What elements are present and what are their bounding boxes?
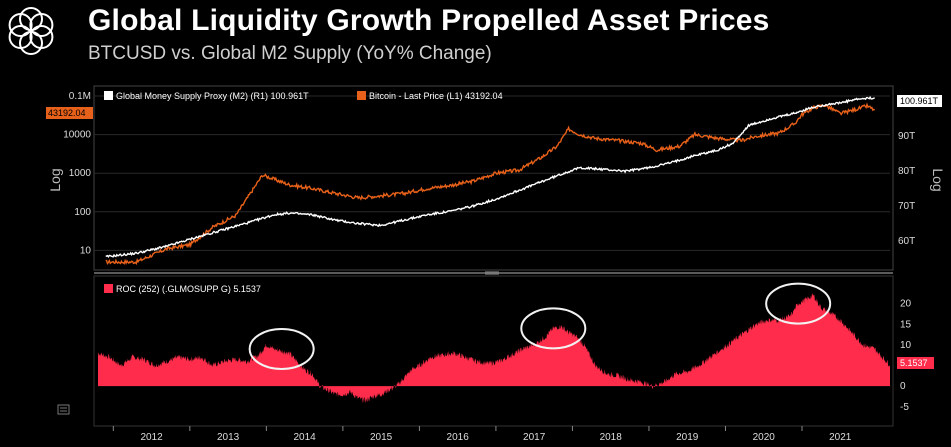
roc-value-tag: 5.1537 (900, 358, 928, 368)
legend-swatch-m2 (104, 91, 113, 100)
left-tick-label: 10 (80, 245, 92, 256)
left-tick-label: 10000 (63, 130, 91, 141)
top-panel-frame (93, 85, 894, 271)
roc-area (98, 293, 890, 403)
panel-menu-icon[interactable] (57, 404, 70, 415)
x-tick-label: 2016 (447, 432, 470, 443)
x-tick-label: 2012 (140, 432, 163, 443)
legend-swatch-btc (357, 91, 366, 100)
left-tick-label: 0.1M (69, 91, 91, 102)
roc-value-tag-bg (897, 357, 934, 369)
roc-tick-label: 10 (900, 340, 912, 351)
top-gridlines (94, 95, 890, 251)
legend-m2-label: Global Money Supply Proxy (M2) (R1) 100.… (116, 91, 309, 101)
m2-value-tag: 100.961T (900, 96, 939, 106)
roc-tick-label: 20 (900, 299, 912, 310)
x-tick-label: 2013 (217, 432, 240, 443)
btc-value-tag-bg (46, 107, 93, 119)
roc-tick-label: -5 (900, 402, 909, 413)
x-tick-label: 2014 (293, 432, 316, 443)
left-tick-label: 1000 (69, 168, 92, 179)
bottom-panel-frame (93, 275, 894, 427)
right-tick-label: 60T (898, 236, 915, 247)
roc-tick-label: 0 (900, 381, 906, 392)
left-tick-label: 100 (74, 207, 91, 218)
m2-value-tag-bg (897, 95, 942, 107)
x-tick-label: 2015 (370, 432, 393, 443)
legend-btc-label: Bitcoin - Last Price (L1) 43192.04 (369, 91, 503, 101)
btc-value-tag: 43192.04 (48, 108, 86, 118)
x-tick-label: 2018 (600, 432, 623, 443)
right-tick-label: 70T (898, 201, 915, 212)
highlight-ellipse (248, 328, 315, 370)
brand-logo (8, 7, 54, 55)
x-tick-label: 2021 (829, 432, 852, 443)
x-tick-label: 2017 (523, 432, 546, 443)
right-tick-label: 90T (898, 131, 915, 142)
page-title: Global Liquidity Growth Propelled Asset … (88, 4, 770, 37)
top-axes: Log Log (47, 168, 946, 191)
right-axis-label: Log (930, 168, 946, 191)
legend-roc-label: ROC (252) (.GLMOSUPP G) 5.1537 (116, 284, 261, 294)
left-axis-label: Log (47, 168, 63, 191)
panel-resize-handle-icon[interactable] (485, 271, 499, 275)
x-tick-label: 2020 (753, 432, 776, 443)
series-line-m2 (105, 95, 875, 258)
right-tick-label: 80T (898, 166, 915, 177)
highlight-ellipse (520, 307, 587, 350)
top-legend: Global Money Supply Proxy (M2) (R1) 100.… (104, 91, 503, 101)
bottom-legend: ROC (252) (.GLMOSUPP G) 5.1537 (104, 284, 261, 294)
legend-swatch-roc (104, 284, 113, 293)
page-subtitle: BTCUSD vs. Global M2 Supply (YoY% Change… (88, 43, 492, 64)
highlight-ellipse (765, 282, 832, 325)
roc-tick-label: 15 (900, 319, 912, 330)
x-tick-label: 2019 (676, 432, 699, 443)
series-line-btc (105, 102, 876, 266)
